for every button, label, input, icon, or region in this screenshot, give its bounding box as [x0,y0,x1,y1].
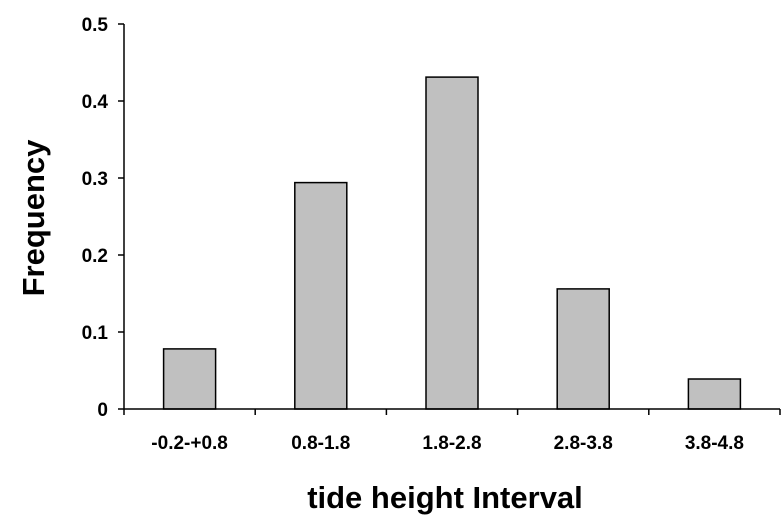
x-tick-label: 1.8-2.8 [422,433,481,454]
y-tick-label: 0.5 [82,15,109,36]
bar [425,76,479,410]
x-tick-label: 3.8-4.8 [685,433,744,454]
bar [687,378,742,410]
x-axis-title: tide height Interval [307,480,583,515]
x-tick-label: -0.2-+0.8 [151,433,228,454]
bar [162,348,217,410]
bars-group [162,76,742,410]
bar [294,181,348,410]
x-tick-labels: -0.2-+0.8 0.8-1.8 1.8-2.8 2.8-3.8 3.8-4.8 [151,433,744,454]
axes-group [118,23,781,415]
y-tick-label: 0.1 [82,323,109,344]
x-tick-label: 2.8-3.8 [554,433,613,454]
bar [556,288,610,410]
y-tick-label: 0.3 [82,169,108,190]
y-tick-label: 0.4 [82,92,109,113]
y-tick-label: 0.2 [82,246,108,267]
y-axis-title: Frequency [16,139,51,297]
x-tick-label: 0.8-1.8 [291,433,350,454]
y-tick-labels: 0 0.1 0.2 0.3 0.4 0.5 [82,15,109,421]
y-tick-label: 0 [97,400,108,421]
